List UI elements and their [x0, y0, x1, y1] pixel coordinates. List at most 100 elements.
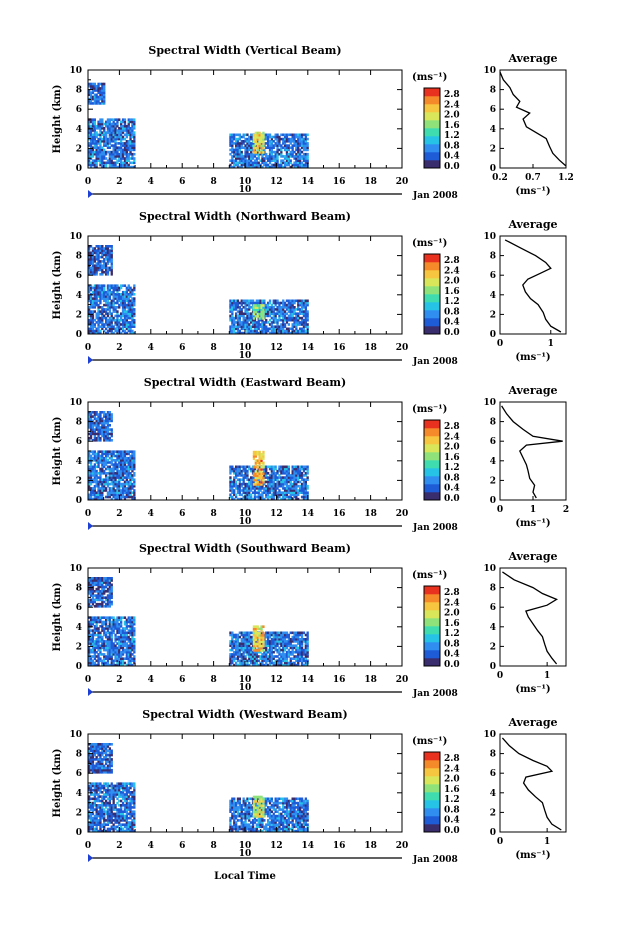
heatmap-cell-0	[110, 655, 113, 658]
heatmap-cell-0	[116, 616, 119, 619]
heatmap-cell-0	[127, 133, 130, 137]
heatmap-cell-0	[127, 142, 130, 145]
heatmap-cell-0	[125, 618, 128, 622]
heatmap-cell-1	[106, 605, 110, 608]
heatmap-cell-0	[93, 299, 96, 303]
heatmap-cell-2	[302, 165, 306, 169]
heatmap-cell-0	[105, 467, 108, 471]
heatmap-cell-2	[293, 469, 296, 473]
heatmap-cell-0	[110, 480, 113, 484]
heatmap-cell-2	[240, 657, 243, 660]
heatmap-cell-2	[267, 491, 270, 494]
heatmap-cell-0	[89, 480, 93, 484]
heatmap-cell-2	[236, 497, 240, 501]
heatmap-cell-0	[129, 655, 132, 658]
heatmap-cell-0	[101, 489, 104, 492]
heatmap-cell-2	[291, 155, 294, 158]
heatmap-cell-0	[121, 299, 125, 303]
heatmap-cell-0	[101, 122, 104, 126]
heatmap-cell-0	[129, 118, 132, 121]
heatmap-cell-2	[250, 631, 253, 635]
heatmap-cell-0	[101, 463, 104, 466]
heatmap-cell-2	[231, 321, 234, 324]
heatmap-cell-2	[268, 323, 272, 326]
heatmap-cell-2	[299, 487, 302, 490]
heatmap-cell-2	[231, 640, 234, 643]
heatmap-cell-0	[108, 469, 111, 473]
y-tick-label: 4	[76, 125, 82, 135]
heatmap-cell-2	[297, 489, 300, 492]
heatmap-cell-1	[108, 596, 111, 599]
heatmap-cell-2	[250, 159, 253, 162]
heatmap-cell-3	[260, 459, 263, 462]
heatmap-cell-2	[283, 310, 287, 313]
heatmap-cell-2	[235, 303, 238, 307]
heatmap-cell-0	[127, 299, 130, 303]
heatmap-cell-2	[304, 493, 307, 497]
heatmap-cell-0	[129, 329, 132, 333]
heatmap-cell-2	[272, 155, 275, 158]
heatmap-cell-2	[274, 308, 277, 311]
heatmap-cell-0	[118, 478, 121, 481]
heatmap-cell-0	[123, 124, 127, 128]
heatmap-cell-0	[133, 120, 136, 124]
heatmap-cell-0	[99, 491, 102, 494]
heatmap-cell-0	[97, 631, 100, 635]
average-y-tick-label: 10	[483, 398, 496, 408]
heatmap-cell-2	[285, 495, 289, 499]
heatmap-cell-0	[114, 638, 117, 641]
heatmap-cell-0	[89, 327, 93, 331]
heatmap-cell-2	[280, 312, 283, 315]
heatmap-cell-0	[110, 657, 113, 660]
heatmap-cell-0	[105, 478, 108, 481]
heatmap-cell-0	[101, 638, 104, 641]
heatmap-cell-2	[300, 137, 304, 141]
heatmap-cell-2	[246, 491, 249, 494]
heatmap-cell-1	[95, 577, 98, 580]
heatmap-cell-0	[89, 655, 93, 658]
heatmap-cell-0	[123, 616, 127, 619]
heatmap-cell-0	[97, 484, 100, 488]
heatmap-cell-0	[101, 456, 104, 460]
heatmap-cell-2	[270, 148, 273, 152]
heatmap-cell-0	[95, 472, 98, 475]
heatmap-cell-1	[108, 253, 111, 257]
average-title: Average	[507, 52, 557, 65]
heatmap-cell-0	[95, 288, 98, 292]
heatmap-cell-0	[99, 122, 102, 126]
average-y-tick-label: 8	[490, 418, 496, 428]
heatmap-cell-2	[302, 493, 306, 497]
heatmap-cell-0	[125, 474, 128, 477]
heatmap-cell-0	[105, 655, 108, 658]
heatmap-cell-0	[131, 465, 134, 469]
heatmap-cell-0	[103, 642, 106, 645]
heatmap-cell-0	[125, 456, 128, 460]
heatmap-cell-0	[101, 290, 104, 294]
heatmap-cell-0	[89, 288, 93, 292]
heatmap-cell-0	[105, 495, 108, 499]
heatmap-cell-2	[272, 644, 275, 647]
heatmap-cell-3	[258, 151, 261, 154]
heatmap-cell-2	[280, 144, 283, 147]
heatmap-cell-2	[274, 325, 277, 328]
heatmap-cell-0	[99, 618, 102, 622]
heatmap-cell-2	[267, 631, 270, 635]
heatmap-cell-1	[110, 255, 113, 259]
heatmap-cell-0	[112, 463, 115, 466]
heatmap-cell-0	[114, 140, 117, 143]
heatmap-cell-2	[257, 299, 260, 303]
heatmap-cell-0	[91, 648, 95, 652]
heatmap-cell-2	[244, 299, 247, 303]
heatmap-cell-0	[88, 653, 91, 656]
heatmap-cell-2	[250, 489, 253, 492]
heatmap-cell-0	[110, 284, 113, 287]
heatmap-cell-2	[287, 306, 290, 309]
heatmap-cell-2	[295, 467, 298, 471]
heatmap-cell-0	[95, 286, 98, 290]
heatmap-cell-0	[118, 135, 121, 139]
heatmap-cell-0	[105, 293, 108, 296]
heatmap-cell-0	[127, 644, 130, 647]
heatmap-cell-0	[121, 648, 125, 652]
heatmap-cell-0	[93, 165, 96, 169]
heatmap-cell-1	[105, 432, 108, 436]
